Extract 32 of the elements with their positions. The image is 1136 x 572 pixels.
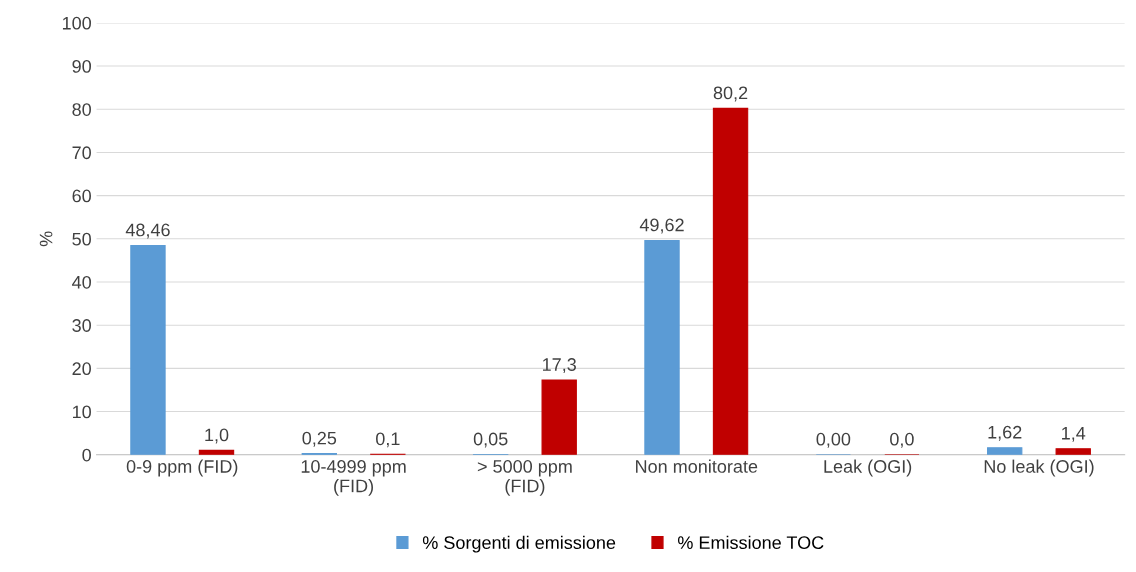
y-tick-label: 40 [72,275,91,289]
x-tick-label: Non monitorate [636,459,758,473]
data-label: 0,05 [473,432,508,448]
y-tick-label: 30 [72,319,91,332]
data-label: 0,25 [302,431,337,447]
y-tick-label: 50 [72,232,91,246]
data-label: 49,62 [639,218,684,234]
x-tick-label: Leak (OGI) [824,459,912,477]
y-tick-label: 80 [72,103,91,116]
y-tick-label: 60 [72,189,91,203]
data-label: 0,00 [816,432,851,448]
data-label: 0,1 [376,432,400,448]
y-axis-title: % [39,231,53,247]
data-label: 0,0 [890,432,914,448]
y-tick-label: 100 [62,16,91,30]
x-tick-label: 10-4999 ppm (FID) [301,460,406,496]
legend-label: % Sorgenti di emissione [422,535,616,553]
y-tick-label: 90 [72,60,91,73]
data-label: 17,3 [543,358,576,374]
data-label: 1,62 [988,425,1022,441]
x-tick-label: No leak (OGI) [984,459,1094,477]
legend-label: % Emissione TOC [677,535,824,550]
data-label: 48,46 [125,223,170,239]
y-tick-label: 70 [72,146,91,160]
data-label: 1,4 [1062,426,1086,442]
y-tick-label: 0 [82,448,91,462]
x-tick-label: 0-9 ppm (FID) [126,459,238,477]
data-label: 1,0 [205,428,229,444]
data-label: 80,2 [713,86,748,102]
y-tick-label: 20 [72,362,91,376]
x-tick-label: > 5000 ppm (FID) [477,460,572,496]
y-tick-label: 10 [72,405,91,419]
